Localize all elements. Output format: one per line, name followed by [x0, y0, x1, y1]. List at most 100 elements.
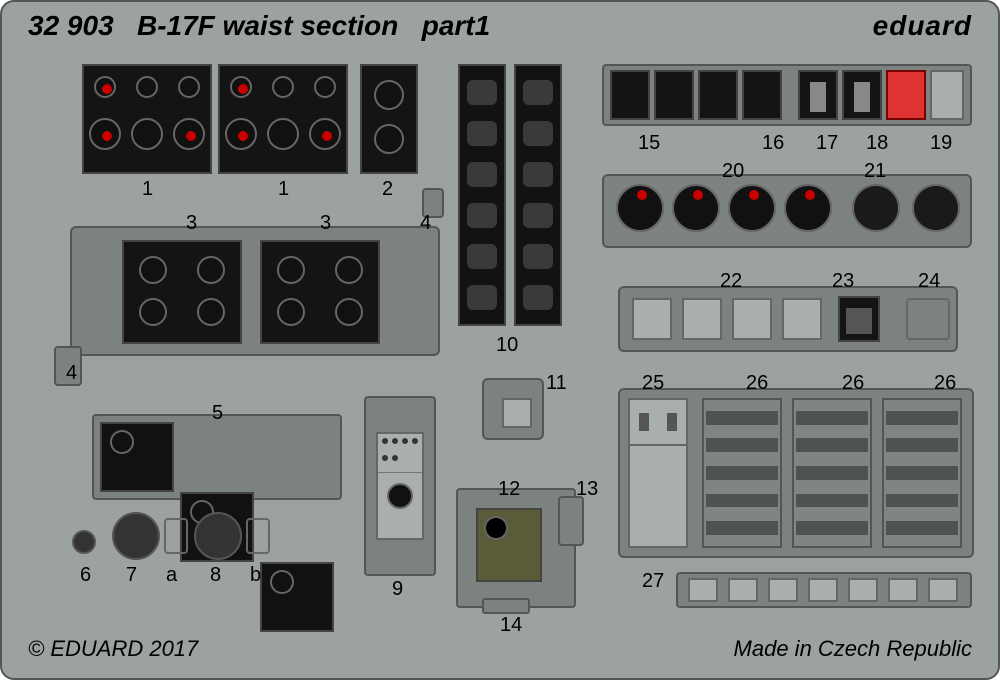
made-in: Made in Czech Republic: [734, 636, 972, 662]
panel-1-left: [82, 64, 212, 174]
part-19-red: [886, 70, 926, 120]
panel-1-right: [218, 64, 348, 174]
part-number-label: 15: [638, 132, 660, 155]
part-number-label: 22: [720, 270, 742, 293]
panel-3-right: [260, 240, 380, 344]
gauge-20: [672, 184, 720, 232]
part-11: [482, 378, 544, 440]
part-13: [558, 496, 584, 546]
part-18: [842, 70, 882, 120]
part-23: [838, 296, 880, 342]
gauge-21: [852, 184, 900, 232]
part-15b: [654, 70, 694, 120]
part-22-box: [732, 298, 772, 340]
panel-3-left: [122, 240, 242, 344]
part-27-tab: [888, 578, 918, 602]
part-19b: [930, 70, 964, 120]
part-number-label: 2: [382, 178, 393, 201]
part-number-label: 27: [642, 570, 664, 593]
part-number-label: 13: [576, 478, 598, 501]
part-number-label: 18: [866, 132, 888, 155]
part-number-label: 26: [934, 372, 956, 395]
part-15a: [610, 70, 650, 120]
gauge-20: [616, 184, 664, 232]
part-number-label: 16: [762, 132, 784, 155]
part-25: [628, 398, 688, 548]
gauge-icon: [314, 76, 336, 98]
clock-icon: [484, 516, 508, 540]
part-number-label: 17: [816, 132, 838, 155]
gauge-icon: [136, 76, 158, 98]
part-number-label: 20: [722, 160, 744, 183]
part-number-label: 26: [842, 372, 864, 395]
gauge-icon: [197, 256, 225, 284]
gauge-icon: [178, 76, 200, 98]
part-27-tab: [928, 578, 958, 602]
part-number-label: b: [250, 564, 261, 587]
part-number-label: 9: [392, 578, 403, 601]
part-number-label: 4: [420, 212, 431, 235]
part-number-label: 4: [66, 362, 77, 385]
part-27-tab: [848, 578, 878, 602]
part-number-label: 14: [500, 614, 522, 637]
gauge-icon: [94, 76, 116, 98]
gauge-icon: [335, 298, 363, 326]
gauge-icon: [173, 118, 205, 150]
gauge-icon: [335, 256, 363, 284]
panel-5c: [260, 562, 334, 632]
part-a: [164, 518, 188, 554]
gauge-icon: [139, 298, 167, 326]
part-14: [482, 598, 530, 614]
part-26: [792, 398, 872, 548]
part-number-label: 11: [546, 372, 567, 395]
part-number-label: 19: [930, 132, 952, 155]
brand-logo: eduard: [873, 10, 972, 42]
gauge-icon: [272, 76, 294, 98]
part-24: [906, 298, 950, 340]
part-22-box: [782, 298, 822, 340]
part-27-tab: [808, 578, 838, 602]
gauge-icon: [374, 80, 404, 110]
part-27-tab: [768, 578, 798, 602]
gauge-21: [912, 184, 960, 232]
part-number-label: 8: [210, 564, 221, 587]
gauge-icon: [374, 124, 404, 154]
panel-2: [360, 64, 418, 174]
gauge-icon: [309, 118, 341, 150]
part-15d: [742, 70, 782, 120]
gauge-icon: [225, 118, 257, 150]
part-number-label: 3: [320, 212, 331, 235]
part-26: [882, 398, 962, 548]
part-number-label: 23: [832, 270, 854, 293]
part-number-label: 10: [496, 334, 518, 357]
part-number-label: a: [166, 564, 177, 587]
part-number-label: 25: [642, 372, 664, 395]
gauge-20: [728, 184, 776, 232]
gauge-icon: [89, 118, 121, 150]
part-b: [246, 518, 270, 554]
gauge-icon: [267, 118, 299, 150]
product-code: 32 903: [28, 10, 114, 41]
gauge-icon: [270, 570, 294, 594]
gauge-icon: [197, 298, 225, 326]
part-number-label: 3: [186, 212, 197, 235]
part-number-label: 24: [918, 270, 940, 293]
part-27-tab: [688, 578, 718, 602]
part-27-tab: [728, 578, 758, 602]
part-number-label: 1: [278, 178, 289, 201]
part-label: part1: [422, 10, 490, 41]
part-number-label: 1: [142, 178, 153, 201]
gauge-icon: [230, 76, 252, 98]
part-12-panel: [476, 508, 542, 582]
panel-10-left: [458, 64, 506, 326]
gauge-20: [784, 184, 832, 232]
part-22-box: [682, 298, 722, 340]
part-26: [702, 398, 782, 548]
gauge-icon: [277, 298, 305, 326]
gauge-icon: [277, 256, 305, 284]
gauge-icon: [131, 118, 163, 150]
gauge-icon: [387, 483, 413, 509]
product-title: 32 903 B-17F waist section part1: [28, 10, 490, 42]
part-number-label: 21: [864, 160, 886, 183]
photo-etch-sheet: 32 903 B-17F waist section part1 eduard: [0, 0, 1000, 680]
